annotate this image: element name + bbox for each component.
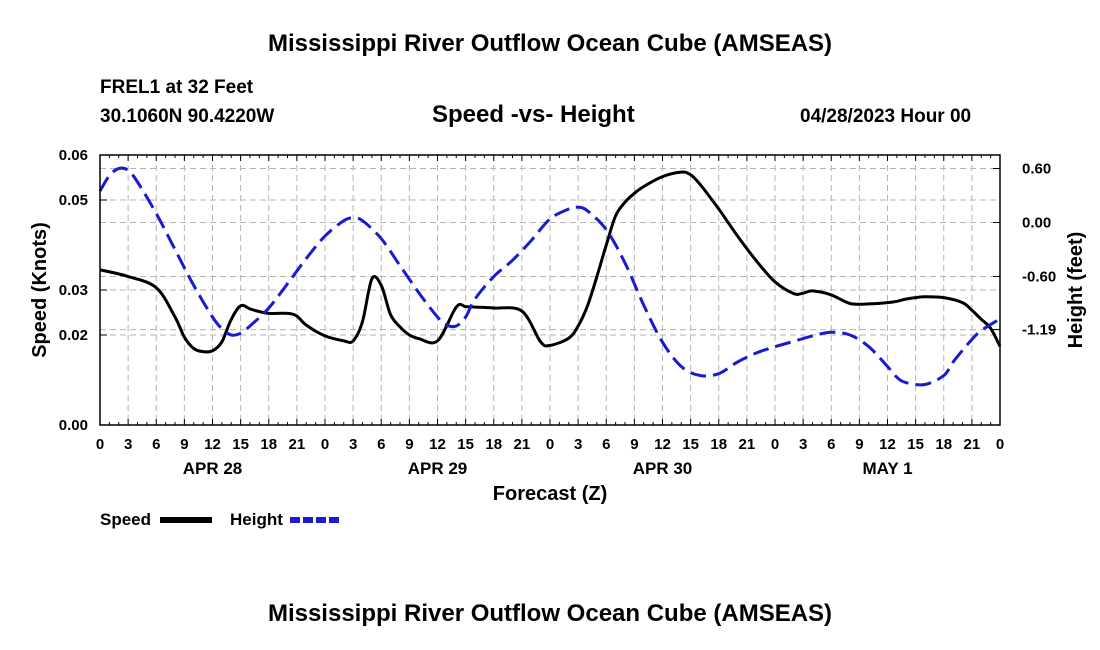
x-tick-label: 12 — [429, 436, 446, 453]
date-label: APR 28 — [183, 459, 243, 478]
x-tick-label: 3 — [349, 436, 357, 453]
date-label: APR 29 — [408, 459, 468, 478]
legend: Speed Height — [100, 510, 342, 529]
x-tick-label: 0 — [321, 436, 329, 453]
x-tick-label: 21 — [739, 436, 756, 453]
x-tick-label: 12 — [204, 436, 221, 453]
y-tick-label: 0.03 — [59, 282, 88, 299]
chart-title: Speed -vs- Height — [432, 101, 635, 128]
speed-series-line — [99, 170, 1002, 354]
x-tick-label: 21 — [514, 436, 531, 453]
y-axis-label: Speed (Knots) — [29, 222, 51, 358]
y2-tick-label: 0.60 — [1022, 161, 1051, 178]
footer-title: Mississippi River Outflow Ocean Cube (AM… — [267, 600, 833, 627]
y2-tick-label: 0.00 — [1022, 215, 1051, 232]
x-tick-label: 21 — [289, 436, 306, 453]
x-tick-label: 15 — [907, 436, 924, 453]
x-tick-label: 6 — [827, 436, 835, 453]
y-tick-label: 0.00 — [59, 417, 88, 434]
x-tick-label: 0 — [771, 436, 779, 453]
y2-tick-label: -1.19 — [1022, 322, 1056, 339]
x-tick-label: 6 — [152, 436, 160, 453]
x-tick-label: 9 — [630, 436, 638, 453]
axis-layer: 0 3 6 9 12 15 18 21 0 3 6 9 12 15 18 21 0 3 6 9 12 15 18 21 0 3 6 9… — [59, 147, 1056, 478]
x-tick-label: 3 — [799, 436, 807, 453]
station-name: FREL1 at 32 Feet — [100, 77, 254, 98]
x-tick-label: 9 — [180, 436, 188, 453]
height-series-line — [98, 166, 1001, 387]
x-tick-label: 6 — [377, 436, 385, 453]
page-title: Mississippi River Outflow Ocean Cube (AM… — [267, 30, 833, 57]
x-tick-label: 0 — [546, 436, 554, 453]
x-tick-label: 12 — [879, 436, 896, 453]
series-layer — [98, 166, 1002, 387]
x-tick-label: 9 — [405, 436, 413, 453]
date-label: APR 30 — [633, 459, 693, 478]
y-tick-label: 0.06 — [59, 147, 88, 164]
x-tick-label: 0 — [96, 436, 104, 453]
y-tick-label: 0.02 — [59, 327, 88, 344]
x-tick-label: 18 — [710, 436, 727, 453]
legend-height-label: Height — [230, 510, 283, 529]
station-coordinates: 30.1060N 90.4220W — [100, 106, 275, 127]
forecast-date: 04/28/2023 Hour 00 — [800, 106, 972, 127]
x-tick-label: 6 — [602, 436, 610, 453]
x-tick-label: 18 — [485, 436, 502, 453]
x-tick-label: 3 — [574, 436, 582, 453]
x-tick-label: 18 — [260, 436, 277, 453]
x-tick-label: 15 — [682, 436, 699, 453]
grid-layer — [100, 155, 1000, 425]
x-tick-label: 9 — [855, 436, 863, 453]
y-tick-label: 0.05 — [59, 192, 88, 209]
y2-axis-label: Height (feet) — [1065, 232, 1087, 349]
x-axis-label: Forecast (Z) — [493, 483, 607, 505]
legend-speed-label: Speed — [100, 510, 151, 529]
y2-tick-label: -0.60 — [1022, 269, 1056, 286]
x-tick-label: 15 — [232, 436, 249, 453]
x-tick-label: 12 — [654, 436, 671, 453]
x-tick-label: 18 — [935, 436, 952, 453]
x-tick-label: 15 — [457, 436, 474, 453]
x-tick-label: 21 — [964, 436, 981, 453]
x-tick-label: 3 — [124, 436, 132, 453]
x-tick-label: 0 — [996, 436, 1004, 453]
date-label: MAY 1 — [862, 459, 912, 478]
